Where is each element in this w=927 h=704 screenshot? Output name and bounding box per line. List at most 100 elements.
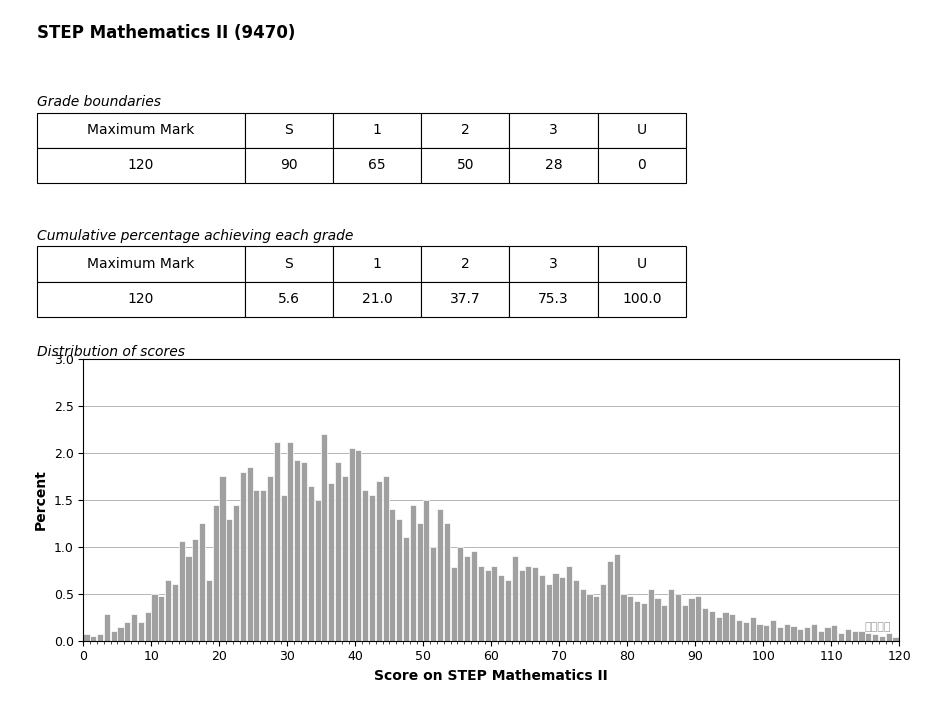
- Bar: [118, 627, 123, 641]
- Bar: [641, 603, 647, 641]
- Bar: [416, 523, 423, 641]
- Bar: [832, 624, 837, 641]
- Text: Distribution of scores: Distribution of scores: [37, 345, 185, 359]
- Bar: [328, 483, 335, 641]
- Bar: [267, 477, 273, 641]
- Bar: [716, 617, 722, 641]
- Bar: [375, 481, 382, 641]
- Bar: [124, 622, 131, 641]
- Bar: [437, 509, 443, 641]
- Bar: [362, 491, 368, 641]
- Bar: [110, 631, 117, 641]
- Bar: [464, 556, 470, 641]
- Bar: [804, 627, 810, 641]
- Bar: [654, 598, 661, 641]
- Bar: [893, 637, 898, 641]
- Bar: [322, 434, 327, 641]
- Bar: [97, 634, 103, 641]
- Bar: [675, 593, 681, 641]
- Bar: [451, 567, 457, 641]
- Bar: [885, 633, 892, 641]
- Bar: [410, 505, 416, 641]
- Bar: [83, 634, 90, 641]
- Bar: [145, 612, 151, 641]
- Bar: [661, 605, 667, 641]
- Bar: [566, 565, 572, 641]
- Bar: [131, 615, 137, 641]
- Bar: [273, 441, 280, 641]
- Bar: [587, 593, 592, 641]
- Bar: [695, 596, 702, 641]
- Bar: [335, 463, 341, 641]
- Bar: [546, 584, 552, 641]
- Bar: [607, 561, 613, 641]
- Bar: [865, 633, 871, 641]
- Text: 剔藤教育: 剔藤教育: [865, 622, 891, 632]
- Bar: [477, 565, 484, 641]
- Bar: [185, 556, 192, 641]
- Bar: [430, 547, 437, 641]
- Bar: [233, 505, 239, 641]
- Bar: [770, 620, 776, 641]
- Bar: [518, 570, 525, 641]
- Bar: [756, 624, 763, 641]
- Bar: [634, 601, 641, 641]
- Bar: [240, 472, 246, 641]
- Bar: [90, 636, 96, 641]
- Bar: [281, 495, 286, 641]
- Bar: [783, 624, 790, 641]
- Bar: [444, 523, 450, 641]
- Bar: [709, 610, 715, 641]
- Bar: [179, 541, 184, 641]
- Bar: [349, 448, 355, 641]
- Bar: [138, 622, 144, 641]
- Bar: [260, 491, 266, 641]
- Bar: [159, 596, 164, 641]
- Bar: [301, 463, 307, 641]
- Bar: [396, 519, 402, 641]
- Y-axis label: Percent: Percent: [34, 470, 48, 530]
- Bar: [730, 615, 735, 641]
- Bar: [253, 491, 260, 641]
- Bar: [824, 627, 831, 641]
- Bar: [212, 505, 219, 641]
- Bar: [763, 624, 769, 641]
- Bar: [247, 467, 253, 641]
- Bar: [702, 608, 708, 641]
- Bar: [852, 631, 857, 641]
- Bar: [573, 579, 579, 641]
- Bar: [539, 575, 545, 641]
- Bar: [620, 593, 627, 641]
- Bar: [791, 626, 796, 641]
- Bar: [485, 570, 490, 641]
- Bar: [512, 556, 518, 641]
- Bar: [879, 636, 885, 641]
- Bar: [858, 631, 865, 641]
- Bar: [818, 631, 824, 641]
- Bar: [206, 579, 212, 641]
- Bar: [491, 565, 498, 641]
- Text: Grade boundaries: Grade boundaries: [37, 95, 161, 109]
- Text: STEP Mathematics II (9470): STEP Mathematics II (9470): [37, 23, 296, 42]
- Bar: [532, 567, 539, 641]
- Bar: [614, 554, 620, 641]
- Bar: [342, 477, 348, 641]
- Bar: [192, 539, 198, 641]
- X-axis label: Score on STEP Mathematics II: Score on STEP Mathematics II: [375, 669, 608, 683]
- Bar: [526, 565, 531, 641]
- Bar: [151, 593, 158, 641]
- Bar: [505, 579, 511, 641]
- Bar: [593, 596, 600, 641]
- Bar: [648, 589, 654, 641]
- Bar: [689, 598, 694, 641]
- Bar: [287, 441, 294, 641]
- Bar: [355, 450, 362, 641]
- Bar: [559, 577, 565, 641]
- Bar: [722, 612, 729, 641]
- Bar: [226, 519, 233, 641]
- Bar: [308, 486, 314, 641]
- Bar: [403, 537, 409, 641]
- Bar: [471, 551, 477, 641]
- Bar: [199, 523, 205, 641]
- Bar: [777, 627, 783, 641]
